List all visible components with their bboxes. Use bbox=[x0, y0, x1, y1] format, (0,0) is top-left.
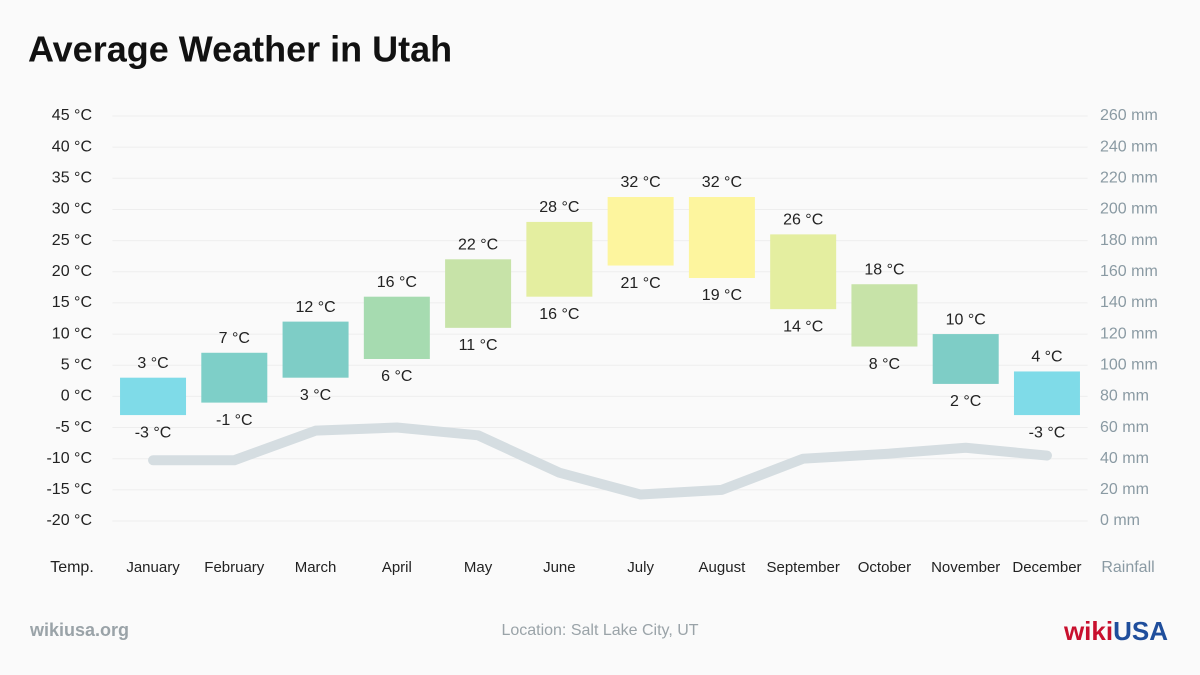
logo: wikiUSA bbox=[1063, 616, 1168, 646]
temp-bar bbox=[688, 197, 755, 278]
temp-bar bbox=[607, 197, 674, 266]
x-tick-label: December bbox=[1012, 559, 1081, 576]
y-tick-label: 20 °C bbox=[52, 263, 92, 280]
temp-bar bbox=[201, 352, 268, 403]
x-tick-label: February bbox=[204, 559, 265, 576]
source: wikiusa.org bbox=[29, 620, 129, 640]
y2-tick-label: 0 mm bbox=[1100, 512, 1140, 529]
low-label: -1 °C bbox=[216, 412, 253, 429]
temp-bar bbox=[363, 296, 430, 359]
y-tick-label: -15 °C bbox=[46, 481, 92, 498]
y2-tick-label: 60 mm bbox=[1100, 419, 1149, 436]
logo-part: USA bbox=[1113, 616, 1168, 646]
low-label: 16 °C bbox=[539, 306, 579, 323]
high-label: 22 °C bbox=[458, 237, 498, 254]
temp-bar bbox=[282, 321, 349, 378]
low-label: -3 °C bbox=[1029, 424, 1066, 441]
x-tick-label: May bbox=[464, 559, 493, 576]
temp-bar bbox=[445, 259, 512, 328]
high-label: 3 °C bbox=[137, 355, 168, 372]
location: Location: Salt Lake City, UT bbox=[501, 622, 698, 639]
y2-tick-label: 260 mm bbox=[1100, 107, 1158, 124]
y-tick-label: 35 °C bbox=[52, 170, 92, 187]
x-tick-label: October bbox=[858, 559, 911, 576]
y-tick-label: 5 °C bbox=[61, 356, 92, 373]
y-tick-label: -20 °C bbox=[46, 512, 92, 529]
y-tick-label: -5 °C bbox=[55, 419, 92, 436]
y2-tick-label: 180 mm bbox=[1100, 232, 1158, 249]
temp-bar bbox=[120, 377, 187, 416]
y-tick-label: 0 °C bbox=[61, 388, 92, 405]
low-label: 21 °C bbox=[621, 275, 661, 292]
low-label: 14 °C bbox=[783, 318, 823, 335]
low-label: 3 °C bbox=[300, 387, 331, 404]
high-label: 26 °C bbox=[783, 212, 823, 229]
low-label: 8 °C bbox=[869, 356, 900, 373]
y2-tick-label: 20 mm bbox=[1100, 481, 1149, 498]
y2-tick-label: 220 mm bbox=[1100, 170, 1158, 187]
y2-tick-label: 140 mm bbox=[1100, 294, 1158, 311]
x-tick-label: January bbox=[126, 559, 180, 576]
temp-bar bbox=[526, 221, 593, 297]
x-tick-label: August bbox=[699, 559, 747, 576]
x-tick-label: April bbox=[382, 559, 412, 576]
y-axis-label: Temp. bbox=[50, 559, 94, 576]
x-tick-label: June bbox=[543, 559, 576, 576]
y-tick-label: -10 °C bbox=[46, 450, 92, 467]
high-label: 4 °C bbox=[1031, 349, 1062, 366]
y-tick-label: 25 °C bbox=[52, 232, 92, 249]
logo-part: wiki bbox=[1063, 616, 1113, 646]
y-tick-label: 40 °C bbox=[52, 138, 92, 155]
y2-axis-label: Rainfall bbox=[1101, 559, 1154, 576]
y-tick-label: 15 °C bbox=[52, 294, 92, 311]
rainfall-line bbox=[148, 422, 1052, 500]
y2-tick-label: 160 mm bbox=[1100, 263, 1158, 280]
y-tick-label: 10 °C bbox=[52, 325, 92, 342]
x-tick-label: July bbox=[627, 559, 654, 576]
high-label: 18 °C bbox=[864, 261, 904, 278]
low-label: 11 °C bbox=[459, 337, 498, 354]
temp-bar bbox=[1013, 371, 1080, 416]
low-label: 2 °C bbox=[950, 393, 981, 410]
x-tick-label: November bbox=[931, 559, 1000, 576]
chart-title: Average Weather in Utah bbox=[28, 29, 452, 70]
high-label: 10 °C bbox=[946, 311, 986, 328]
high-label: 32 °C bbox=[702, 174, 742, 191]
low-label: 19 °C bbox=[702, 287, 742, 304]
high-label: 7 °C bbox=[219, 330, 250, 347]
y-tick-label: 45 °C bbox=[52, 107, 92, 124]
low-label: 6 °C bbox=[381, 368, 412, 385]
y2-tick-label: 200 mm bbox=[1100, 201, 1158, 218]
y2-tick-label: 40 mm bbox=[1100, 450, 1149, 467]
y2-tick-label: 240 mm bbox=[1100, 138, 1158, 155]
temp-bar bbox=[932, 334, 999, 384]
x-tick-label: March bbox=[295, 559, 337, 576]
y2-tick-label: 100 mm bbox=[1100, 356, 1158, 373]
low-label: -3 °C bbox=[135, 424, 172, 441]
temp-bar bbox=[770, 234, 837, 310]
y2-tick-label: 120 mm bbox=[1100, 325, 1158, 342]
y2-tick-label: 80 mm bbox=[1100, 388, 1149, 405]
high-label: 16 °C bbox=[377, 274, 417, 291]
high-label: 12 °C bbox=[295, 299, 335, 316]
y-tick-label: 30 °C bbox=[52, 201, 92, 218]
temp-bar bbox=[851, 284, 918, 347]
high-label: 32 °C bbox=[621, 174, 661, 191]
x-tick-label: September bbox=[766, 559, 839, 576]
high-label: 28 °C bbox=[539, 199, 579, 216]
